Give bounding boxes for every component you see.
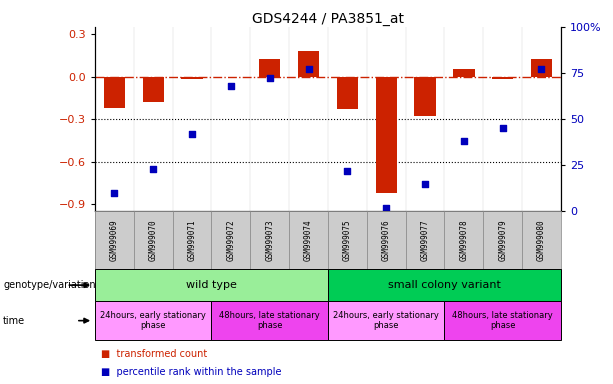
Text: GSM999074: GSM999074 [304,219,313,261]
Text: GSM999080: GSM999080 [537,219,546,261]
Text: genotype/variation: genotype/variation [3,280,96,290]
Text: 48hours, late stationary
phase: 48hours, late stationary phase [452,311,553,330]
Bar [492,76,513,79]
Text: GSM999072: GSM999072 [226,219,235,261]
Bar [453,70,474,76]
Text: GSM999077: GSM999077 [421,219,430,261]
Text: ■  transformed count: ■ transformed count [101,349,207,359]
Text: GSM999070: GSM999070 [149,219,158,261]
Point [226,83,236,89]
Bar [289,211,328,269]
Text: GSM999069: GSM999069 [110,219,119,261]
Text: GSM999071: GSM999071 [188,219,197,261]
Bar [522,211,561,269]
Text: small colony variant: small colony variant [388,280,501,290]
Bar [444,301,561,340]
Point [459,138,469,144]
Text: time: time [3,316,25,326]
Bar [104,76,125,108]
Text: 48hours, late stationary
phase: 48hours, late stationary phase [219,311,320,330]
Bar [95,269,328,301]
Point [148,166,158,172]
Bar [328,211,367,269]
Text: GSM999079: GSM999079 [498,219,507,261]
Point [303,66,313,72]
Bar [328,269,561,301]
Point [381,204,391,210]
Point [536,66,546,72]
Bar [250,211,289,269]
Text: GSM999076: GSM999076 [382,219,390,261]
Bar [95,211,134,269]
Text: 24hours, early stationary
phase: 24hours, early stationary phase [101,311,206,330]
Bar [259,60,280,76]
Bar [181,76,203,79]
Bar [376,76,397,193]
Text: wild type: wild type [186,280,237,290]
Text: GSM999073: GSM999073 [265,219,274,261]
Point [110,190,120,196]
Text: GSM999075: GSM999075 [343,219,352,261]
Point [187,131,197,137]
Bar [483,211,522,269]
Point [498,125,508,131]
Bar [328,301,444,340]
Bar [298,51,319,76]
Bar [367,211,406,269]
Title: GDS4244 / PA3851_at: GDS4244 / PA3851_at [252,12,404,26]
Bar [134,211,173,269]
Bar [337,76,358,109]
Bar [143,76,164,102]
Bar [173,211,211,269]
Bar [444,211,483,269]
Bar [414,76,436,116]
Bar [95,301,211,340]
Text: ■  percentile rank within the sample: ■ percentile rank within the sample [101,367,281,377]
Bar [211,301,328,340]
Bar [406,211,444,269]
Bar [531,60,552,76]
Point [343,167,352,174]
Text: 24hours, early stationary
phase: 24hours, early stationary phase [333,311,439,330]
Point [420,180,430,187]
Bar [211,211,250,269]
Point [265,75,275,81]
Text: GSM999078: GSM999078 [459,219,468,261]
